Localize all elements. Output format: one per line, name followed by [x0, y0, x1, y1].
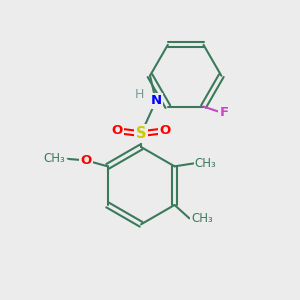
- Text: N: N: [150, 94, 161, 107]
- Text: O: O: [160, 124, 171, 137]
- Text: methoxy: methoxy: [58, 158, 64, 159]
- Text: methyl: methyl: [65, 158, 70, 160]
- Text: methoxy: methoxy: [63, 158, 69, 160]
- Text: CH₃: CH₃: [43, 152, 65, 165]
- Text: CH₃: CH₃: [191, 212, 213, 225]
- Text: S: S: [136, 126, 146, 141]
- Text: CH₃: CH₃: [194, 157, 216, 170]
- Text: O: O: [81, 154, 92, 167]
- Text: O: O: [111, 124, 122, 137]
- Text: H: H: [135, 88, 144, 101]
- Text: F: F: [220, 106, 229, 119]
